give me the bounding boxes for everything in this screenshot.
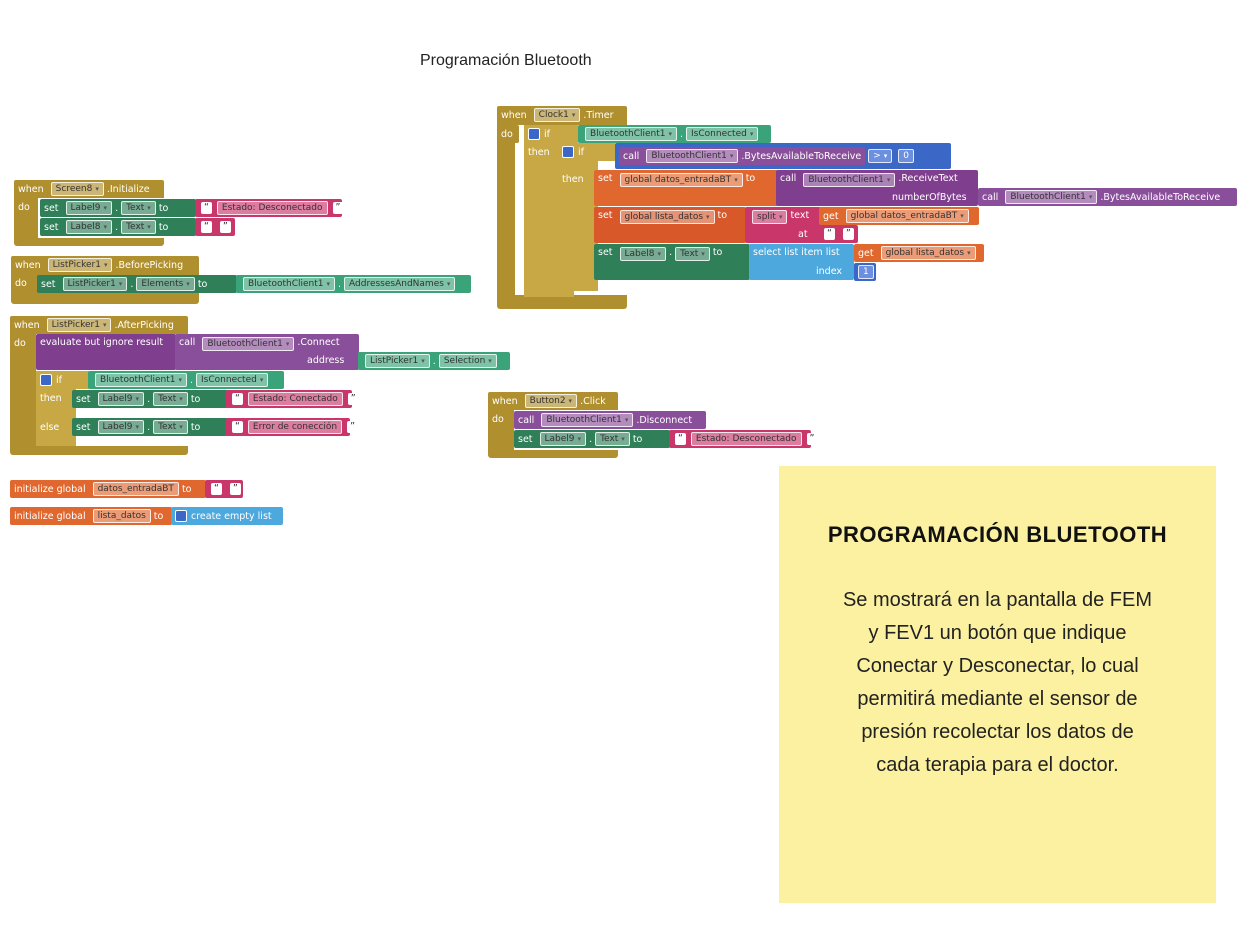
index-number[interactable]: 1 xyxy=(854,263,876,281)
receive-text-call[interactable]: call BluetoothClient1 ▾ .ReceiveText xyxy=(776,170,978,206)
text-estado-desconectado[interactable]: “Estado: Desconectado” xyxy=(669,430,818,448)
note-heading: PROGRAMACIÓN BLUETOOTH xyxy=(827,522,1168,547)
addresses-getter[interactable]: BluetoothClient1 ▾ . AddressesAndNames ▾ xyxy=(236,275,471,293)
sticky-note: PROGRAMACIÓN BLUETOOTH Se mostrará en la… xyxy=(779,466,1216,903)
empty-text[interactable]: “” xyxy=(195,218,235,236)
selection-getter[interactable]: ListPicker1 ▾ . Selection ▾ xyxy=(358,352,510,370)
get-datos[interactable]: get global datos_entradaBT ▾ xyxy=(819,207,979,225)
set-label9-desconectado[interactable]: set Label9 ▾ . Text ▾ to xyxy=(514,430,670,448)
separator-text[interactable]: “” xyxy=(818,225,858,243)
empty-text[interactable]: “” xyxy=(205,480,243,498)
text-conectado[interactable]: “Estado: Conectado” xyxy=(226,390,359,408)
clock-component-dropdown[interactable]: Clock1 ▾ xyxy=(533,108,581,122)
gear-icon[interactable] xyxy=(562,146,574,158)
create-empty-list[interactable]: create empty list xyxy=(171,507,283,525)
set-label9-text[interactable]: set Label9 ▾ . Text ▾ to xyxy=(40,199,196,217)
gear-icon[interactable] xyxy=(175,510,187,522)
select-list-item[interactable]: select list item list xyxy=(749,244,854,280)
set-label8-text[interactable]: set Label8 ▾ . Text ▾ to xyxy=(594,244,750,280)
text-error[interactable]: “Error de conección” xyxy=(226,418,359,436)
page-title: Programación Bluetooth xyxy=(420,52,592,69)
set-elements[interactable]: set ListPicker1 ▾ . Elements ▾ to xyxy=(37,275,237,293)
gear-icon[interactable] xyxy=(528,128,540,140)
bytes-available-call[interactable]: call BluetoothClient1 ▾ .BytesAvailableTo… xyxy=(619,147,866,165)
screen-component-dropdown[interactable]: Screen8 ▾ xyxy=(50,182,104,196)
set-label8-text[interactable]: set Label8 ▾ . Text ▾ to xyxy=(40,218,196,236)
evaluate-ignore[interactable]: evaluate but ignore result xyxy=(36,334,176,370)
gear-icon[interactable] xyxy=(40,374,52,386)
split-block[interactable]: split ▾ text xyxy=(745,207,821,243)
bytes-available-call-2[interactable]: call BluetoothClient1 ▾ .BytesAvailableTo… xyxy=(978,188,1237,206)
listpicker-component-dropdown[interactable]: ListPicker1 ▾ xyxy=(47,258,113,272)
connect-call[interactable]: call BluetoothClient1 ▾ .Connect xyxy=(175,334,359,370)
set-label9-conectado[interactable]: set Label9 ▾ . Text ▾ to xyxy=(72,390,228,408)
set-global-datos[interactable]: set global datos_entradaBT ▾ to xyxy=(594,170,778,206)
if-inner-frame xyxy=(558,143,598,291)
get-lista[interactable]: get global lista_datos ▾ xyxy=(854,244,984,262)
disconnect-call[interactable]: call BluetoothClient1 ▾ .Disconnect xyxy=(514,411,706,429)
set-global-lista[interactable]: set global lista_datos ▾ to xyxy=(594,207,746,243)
set-label9-error[interactable]: set Label9 ▾ . Text ▾ to xyxy=(72,418,228,436)
note-body: Se mostrará en la pantalla de FEM y FEV1… xyxy=(842,589,1153,776)
text-estado-desconectado[interactable]: “Estado: Desconectado” xyxy=(195,199,344,217)
isconnected-getter[interactable]: BluetoothClient1 ▾ . IsConnected ▾ xyxy=(578,125,771,143)
compare-block[interactable]: call BluetoothClient1 ▾ .BytesAvailableTo… xyxy=(615,143,951,169)
isconnected-getter[interactable]: BluetoothClient1 ▾ . IsConnected ▾ xyxy=(88,371,284,389)
